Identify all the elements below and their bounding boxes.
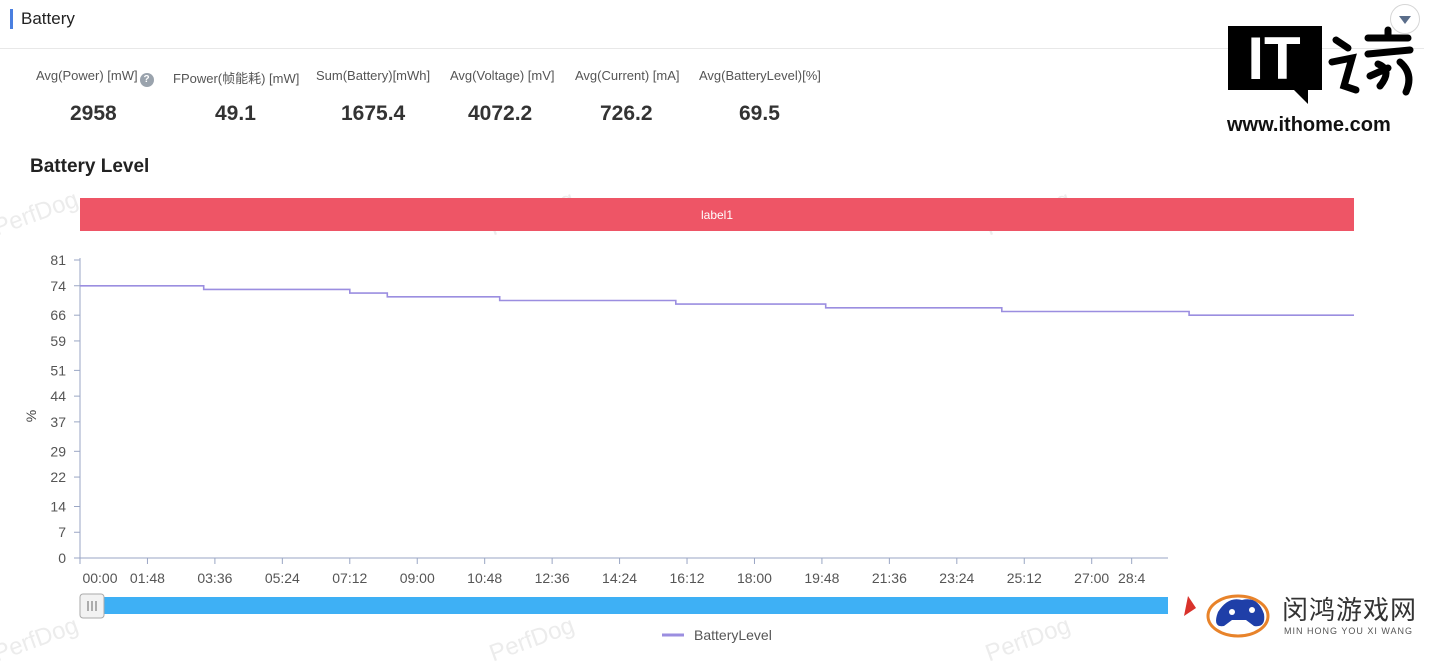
x-tick-label: 18:00 bbox=[737, 570, 772, 586]
stat-value: 726.2 bbox=[600, 102, 653, 125]
y-tick-label: 14 bbox=[50, 498, 66, 514]
stat-value: 49.1 bbox=[215, 102, 256, 125]
label-band-text: label1 bbox=[701, 208, 733, 222]
ithome-logo-text: IT bbox=[1247, 25, 1300, 92]
y-tick-label: 29 bbox=[50, 443, 66, 459]
chevron-down-icon bbox=[1399, 16, 1411, 24]
stat-avg-current: Avg(Current) [mA] 726.2 bbox=[575, 68, 680, 125]
x-tick-label: 25:12 bbox=[1007, 570, 1042, 586]
y-tick-label: 59 bbox=[50, 333, 66, 349]
x-tick-label: 01:48 bbox=[130, 570, 165, 586]
stat-label: Sum(Battery)[mWh] bbox=[316, 68, 431, 83]
stat-value: 4072.2 bbox=[468, 102, 533, 125]
x-tick-label: 21:36 bbox=[872, 570, 907, 586]
header-accent-bar bbox=[10, 9, 13, 29]
y-tick-label: 81 bbox=[50, 252, 66, 268]
gamepad-icon bbox=[1184, 594, 1270, 638]
x-tick-label: 03:36 bbox=[197, 570, 232, 586]
stat-avg-battery-level: Avg(BatteryLevel)[%] 69.5 bbox=[699, 68, 821, 125]
zoom-slider-track[interactable] bbox=[82, 597, 1354, 614]
series-line-batterylevel bbox=[80, 285, 1354, 316]
x-tick-label: 12:36 bbox=[535, 570, 570, 586]
y-tick-label: 0 bbox=[58, 550, 66, 566]
stat-label: Avg(Power) [mW]? bbox=[36, 68, 154, 87]
stat-label: Avg(Voltage) [mV] bbox=[450, 68, 555, 83]
help-icon[interactable]: ? bbox=[139, 73, 154, 87]
chart-title: Battery Level bbox=[30, 156, 150, 177]
x-tick-label: 19:48 bbox=[804, 570, 839, 586]
stat-value: 1675.4 bbox=[341, 102, 406, 125]
x-tick-label: 28:4 bbox=[1118, 570, 1145, 586]
stat-fpower: FPower(帧能耗) [mW] 49.1 bbox=[173, 68, 300, 125]
ithome-logo: IT bbox=[1228, 25, 1414, 104]
x-tick-label: 07:12 bbox=[332, 570, 367, 586]
y-tick-label: 37 bbox=[50, 414, 66, 430]
x-tick-label: 10:48 bbox=[467, 570, 502, 586]
panel-header: Battery bbox=[0, 0, 1424, 49]
game-site-cn-name: 闵鸿游戏网 bbox=[1282, 595, 1418, 625]
game-site-logo: 闵鸿游戏网 MIN HONG YOU XI WANG bbox=[1168, 556, 1440, 656]
game-site-en-name: MIN HONG YOU XI WANG bbox=[1284, 626, 1414, 636]
y-tick-label: 51 bbox=[50, 362, 66, 378]
stat-sum-battery: Sum(Battery)[mWh] 1675.4 bbox=[316, 68, 431, 125]
y-tick-label: 74 bbox=[50, 278, 66, 294]
y-tick-label: 22 bbox=[50, 469, 66, 485]
collapse-button[interactable] bbox=[1390, 4, 1420, 34]
y-tick-label: 7 bbox=[58, 524, 66, 540]
label-band bbox=[80, 198, 1354, 231]
stat-avg-power: Avg(Power) [mW]? 2958 bbox=[36, 68, 154, 125]
y-tick-label: 44 bbox=[50, 388, 66, 404]
y-tick-label: 66 bbox=[50, 307, 66, 323]
panel-title: Battery bbox=[21, 9, 75, 28]
x-tick-label: 23:24 bbox=[939, 570, 974, 586]
x-tick-label: 14:24 bbox=[602, 570, 637, 586]
stat-value: 2958 bbox=[70, 102, 117, 125]
ithome-url: www.ithome.com bbox=[1227, 114, 1391, 136]
x-tick-label: 09:00 bbox=[400, 570, 435, 586]
stat-label: Avg(Current) [mA] bbox=[575, 68, 680, 83]
x-tick-label: 05:24 bbox=[265, 570, 300, 586]
legend-label-batterylevel[interactable]: BatteryLevel bbox=[694, 627, 772, 643]
stat-label: Avg(BatteryLevel)[%] bbox=[699, 68, 821, 83]
stat-value: 69.5 bbox=[739, 102, 780, 125]
y-axis-label: % bbox=[23, 410, 39, 422]
stat-label: FPower(帧能耗) [mW] bbox=[173, 71, 300, 86]
x-tick-label: 16:12 bbox=[670, 570, 705, 586]
stat-avg-voltage: Avg(Voltage) [mV] 4072.2 bbox=[450, 68, 555, 125]
x-tick-label: 00:00 bbox=[82, 570, 117, 586]
x-tick-label: 27:00 bbox=[1074, 570, 1109, 586]
